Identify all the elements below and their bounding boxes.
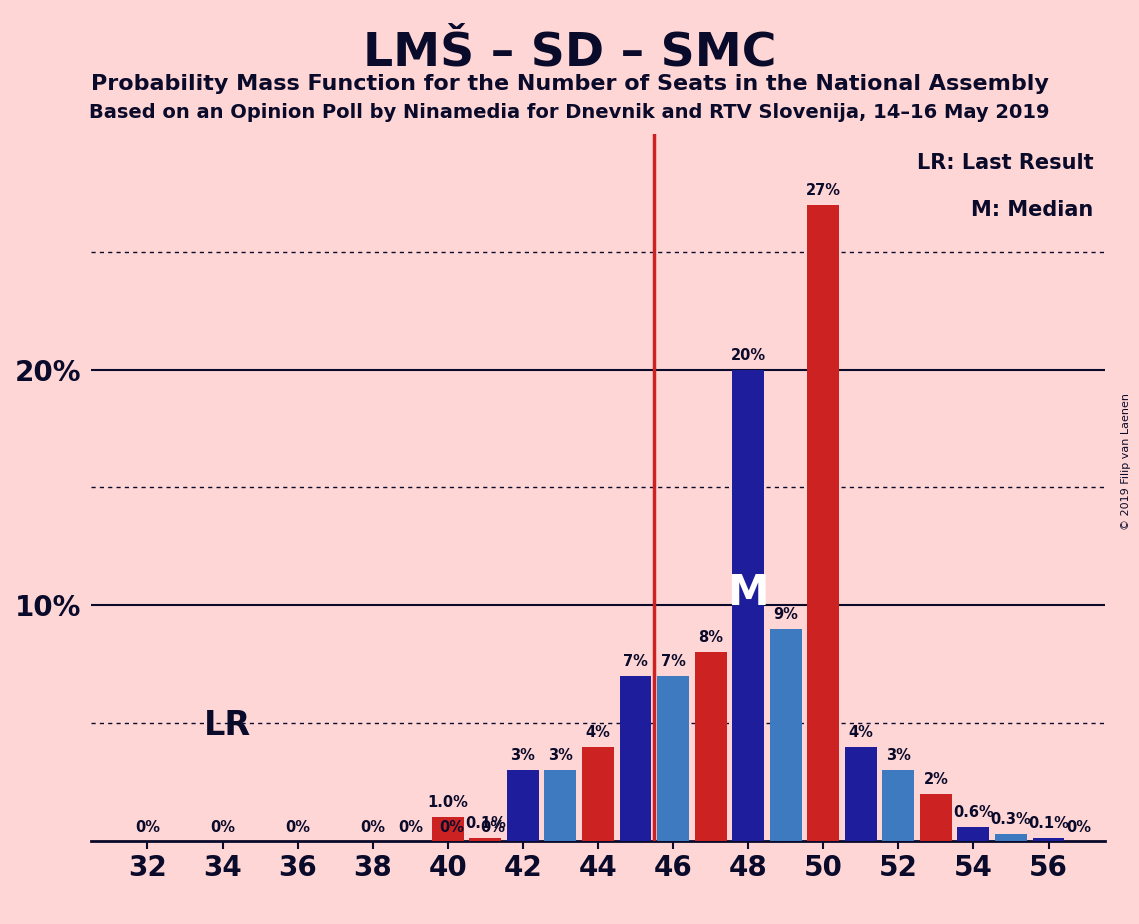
Text: 0.6%: 0.6% [953,805,994,820]
Bar [995,833,1027,841]
Text: 8%: 8% [698,630,723,645]
Text: M: M [728,573,769,614]
Text: LMŠ – SD – SMC: LMŠ – SD – SMC [362,30,777,76]
Text: 0%: 0% [439,820,464,835]
Bar [1033,838,1065,841]
Text: 0%: 0% [134,820,159,835]
Text: 0.1%: 0.1% [465,817,506,832]
Text: 4%: 4% [849,724,874,739]
Text: 7%: 7% [661,654,686,669]
Bar [883,771,915,841]
Text: 0%: 0% [481,820,506,835]
Text: 3%: 3% [886,748,911,763]
Bar [808,205,839,841]
Text: LR: LR [204,709,251,742]
Text: 4%: 4% [585,724,611,739]
Bar [582,747,614,841]
Text: 1.0%: 1.0% [427,796,468,810]
Bar [657,676,689,841]
Text: 3%: 3% [510,748,535,763]
Bar [958,827,990,841]
Bar [544,771,576,841]
Bar [695,652,727,841]
Bar [469,838,501,841]
Bar [732,370,764,841]
Bar [770,629,802,841]
Text: 3%: 3% [548,748,573,763]
Text: Based on an Opinion Poll by Ninamedia for Dnevnik and RTV Slovenija, 14–16 May 2: Based on an Opinion Poll by Ninamedia fo… [89,103,1050,123]
Text: 0%: 0% [398,820,423,835]
Text: 0%: 0% [360,820,385,835]
Text: 9%: 9% [773,607,798,622]
Text: M: Median: M: Median [972,200,1093,220]
Text: © 2019 Filip van Laenen: © 2019 Filip van Laenen [1121,394,1131,530]
Text: 0%: 0% [285,820,310,835]
Bar [920,794,952,841]
Text: 20%: 20% [730,347,765,362]
Text: 0%: 0% [210,820,235,835]
Text: 0.3%: 0.3% [991,811,1031,827]
Bar [845,747,877,841]
Text: LR: Last Result: LR: Last Result [917,152,1093,173]
Text: 2%: 2% [924,772,949,786]
Text: Probability Mass Function for the Number of Seats in the National Assembly: Probability Mass Function for the Number… [91,74,1048,94]
Bar [507,771,539,841]
Bar [432,818,464,841]
Bar [620,676,652,841]
Text: 0.1%: 0.1% [1029,817,1068,832]
Text: 7%: 7% [623,654,648,669]
Text: 0%: 0% [1066,820,1091,835]
Text: 27%: 27% [805,183,841,198]
